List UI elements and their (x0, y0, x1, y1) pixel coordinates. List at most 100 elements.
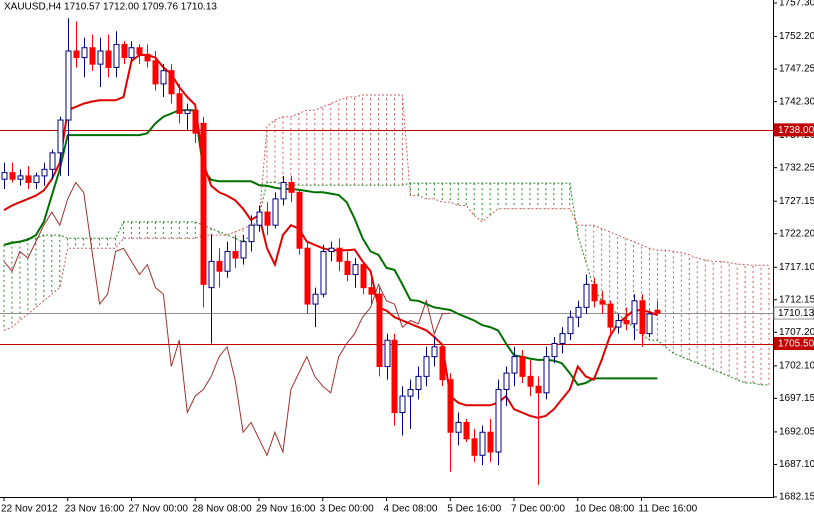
y-tick-label: 1732.25 (779, 162, 814, 173)
candle-body (551, 343, 558, 358)
candle-body (407, 389, 414, 397)
candle-body (328, 247, 335, 252)
candle-body (368, 287, 375, 295)
candle-body (168, 70, 175, 95)
candle-body (224, 250, 231, 272)
candle-body (105, 50, 112, 68)
x-tick-label: 4 Dec 08:00 (384, 504, 438, 515)
level-label-box (773, 306, 814, 320)
y-tick-label: 1722.20 (779, 228, 814, 239)
candle-body (527, 375, 534, 387)
y-tick-label: 1712.15 (779, 294, 814, 305)
candle-body (415, 375, 422, 391)
candle-body (49, 152, 56, 170)
y-tick-label: 1697.15 (779, 393, 814, 404)
y-tick-label: 1717.10 (779, 262, 814, 273)
candle-body (264, 211, 271, 226)
candle-body (607, 303, 614, 328)
candle-body (384, 339, 391, 368)
candle-body (336, 247, 343, 262)
level-label: 1738.00 (778, 125, 814, 136)
candle-body (399, 395, 406, 414)
y-tick-label: 1757.30 (779, 0, 814, 9)
candle-body (639, 300, 646, 335)
candle-body (144, 53, 151, 62)
candle-body (495, 389, 502, 453)
candle-body (304, 247, 311, 305)
candle-body (73, 50, 80, 59)
x-tick-label: 7 Dec 00:00 (511, 504, 565, 515)
candle-body (232, 250, 239, 259)
candle-body (543, 356, 550, 394)
candle-body (646, 313, 653, 335)
candle-body (503, 372, 510, 391)
candle-body (439, 346, 446, 381)
candle-body (296, 191, 303, 249)
candle-body (487, 431, 494, 453)
candle-body (631, 300, 638, 325)
candle-body (184, 109, 191, 114)
candle-body (455, 421, 462, 433)
cloud-span (3, 94, 769, 331)
level-label: 1710.13 (778, 308, 814, 319)
candle-body (25, 175, 32, 183)
candle-body (160, 70, 167, 85)
candle-body (352, 264, 359, 275)
candle-body (216, 260, 223, 272)
candle-body (344, 260, 351, 275)
candle-body (248, 224, 255, 243)
y-tick-label: 1702.10 (779, 361, 814, 372)
candle-body (391, 339, 398, 414)
y-tick-label: 1747.25 (779, 64, 814, 75)
candle-body (471, 438, 478, 456)
candle-body (654, 309, 661, 314)
candle-body (33, 175, 40, 183)
cloud-span (3, 182, 769, 386)
y-tick-label: 1692.05 (779, 427, 814, 438)
x-tick-label: 22 Nov 2012 (1, 504, 58, 515)
level-label: 1705.50 (778, 339, 814, 350)
candle-body (65, 50, 72, 121)
candle-body (17, 175, 24, 180)
candle-body (208, 260, 215, 289)
candle-body (535, 385, 542, 394)
candle-body (81, 47, 88, 59)
candle-body (89, 47, 96, 65)
y-tick-label: 1707.20 (779, 327, 814, 338)
y-tick-label: 1727.15 (779, 196, 814, 207)
chart-title: XAUUSD,H4 1710.57 1712.00 1709.76 1710.1… (4, 2, 217, 13)
x-tick-label: 27 Nov 00:00 (128, 504, 188, 515)
candle-body (176, 93, 183, 114)
x-tick-label: 10 Dec 08:00 (575, 504, 635, 515)
candle-body (280, 181, 287, 200)
candle-body (376, 293, 383, 368)
y-tick-label: 1687.10 (779, 459, 814, 470)
candle-body (431, 346, 438, 358)
candle-body (272, 198, 279, 226)
candle-body (599, 300, 606, 305)
level-label-box (773, 123, 814, 137)
candle-body (192, 109, 199, 134)
candle-body (623, 320, 630, 325)
candle-body (256, 211, 263, 226)
candle-body (463, 421, 470, 440)
y-tick-label: 1742.30 (779, 96, 814, 107)
candle-body (575, 306, 582, 318)
candle-body (423, 356, 430, 377)
candle-body (240, 241, 247, 259)
candle-body (9, 172, 16, 180)
level-label-box (773, 337, 814, 351)
x-tick-label: 23 Nov 16:00 (65, 504, 125, 515)
candle-body (567, 316, 574, 335)
candle-body (113, 43, 120, 68)
candle-body (360, 264, 367, 289)
plot-area (0, 18, 773, 485)
candle-body (320, 250, 327, 295)
candle-body (152, 60, 159, 85)
candle-body (559, 333, 566, 345)
candle-body (97, 50, 104, 65)
candle-body (583, 283, 590, 308)
x-tick-label: 28 Nov 08:00 (192, 504, 252, 515)
